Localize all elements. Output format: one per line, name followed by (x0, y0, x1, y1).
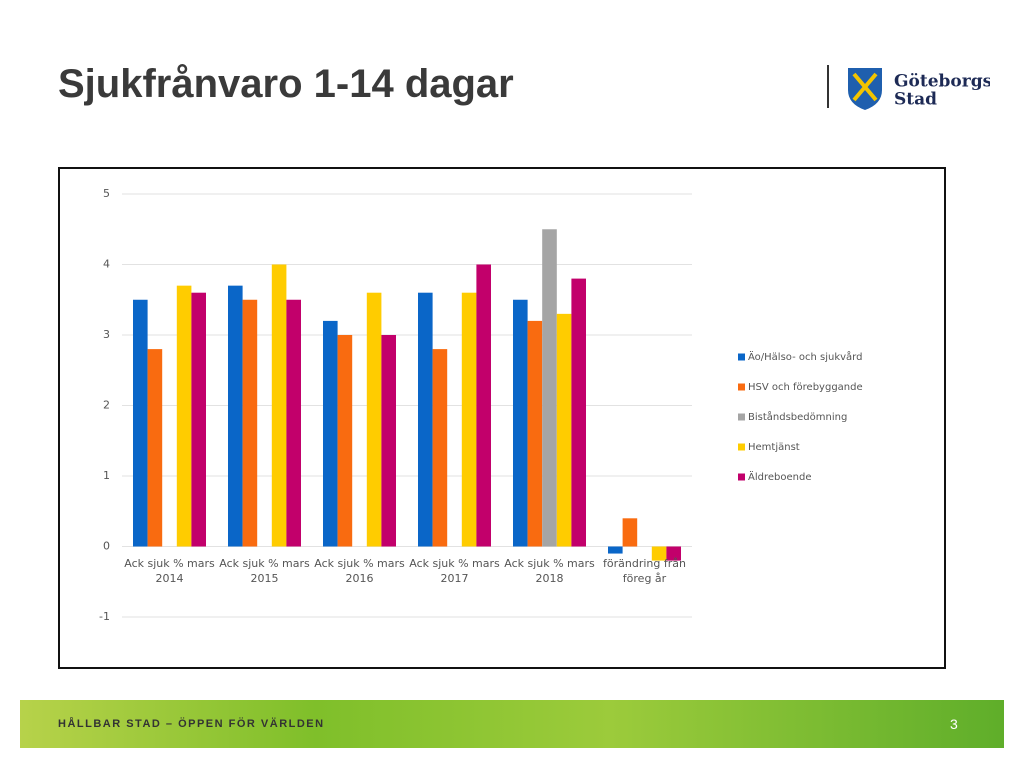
chart: -1 0 1 2 3 4 5 Äo/Hälso- och sjukvård HSV och fö… (99, 187, 863, 623)
logo-text: Stad (894, 90, 937, 110)
footer: HÅLLBAR STAD – ÖPPEN FÖR VÄRLDEN 3 (20, 700, 1004, 748)
legend-label: Hemtjänst (748, 442, 800, 453)
chart-frame: -1 0 1 2 3 4 5 Äo/Hälso- och sjukvård HSV och fö… (58, 167, 946, 669)
bar (242, 299, 258, 547)
bar (461, 292, 477, 547)
y-tick-label: 2 (103, 399, 110, 412)
legend-label: Biståndsbedömning (748, 410, 847, 423)
legend-swatch (738, 383, 745, 391)
y-tick-label: 0 (103, 540, 110, 553)
y-tick-label: -1 (99, 610, 110, 623)
bar (323, 320, 338, 547)
bar (337, 335, 353, 547)
bar (366, 292, 382, 547)
legend-swatch (738, 413, 745, 421)
bar (513, 299, 528, 547)
bar (608, 546, 623, 554)
bar (556, 313, 572, 547)
legend-swatch (738, 443, 745, 451)
logo-crest-detail (852, 72, 878, 102)
y-tick-label: 4 (103, 258, 110, 271)
bar (228, 285, 243, 547)
x-tick-label: Ack sjuk % mars 2018 (504, 556, 595, 585)
x-tick-label: Ack sjuk % mars 2015 (219, 556, 310, 585)
bar (527, 320, 543, 547)
legend-swatch (738, 473, 745, 481)
bar (651, 546, 667, 561)
legend-label: Äldreboende (748, 470, 811, 483)
y-tick-label: 5 (103, 187, 110, 200)
x-tick-label: Ack sjuk % mars 2014 (124, 556, 215, 585)
legend-label: HSV och förebyggande (748, 382, 863, 393)
footer-text: HÅLLBAR STAD – ÖPPEN FÖR VÄRLDEN (58, 718, 325, 730)
slide-title: Sjukfrånvaro 1-14 dagar (58, 62, 514, 106)
legend-label: Äo/Hälso- och sjukvård (748, 350, 862, 363)
bar (147, 349, 163, 547)
bar (271, 264, 287, 547)
bar (542, 229, 557, 547)
x-tick-label: Ack sjuk % mars 2016 (314, 556, 405, 585)
y-tick-label: 1 (103, 469, 110, 482)
bar (191, 292, 206, 547)
page-number: 3 (950, 716, 958, 732)
legend-swatch (738, 353, 745, 361)
bar (286, 299, 301, 547)
bar (432, 349, 448, 547)
bar (381, 335, 396, 547)
bar (476, 264, 491, 547)
bar (666, 546, 681, 561)
bar (622, 518, 638, 547)
bar (133, 299, 148, 547)
bar (176, 285, 192, 547)
logo: Göteborgs Stad (827, 65, 990, 110)
bar (418, 292, 433, 547)
logo-text: Göteborgs (894, 72, 990, 92)
y-tick-label: 3 (103, 328, 110, 341)
x-tick-label: förändring från föreg år (603, 556, 686, 585)
x-tick-label: Ack sjuk % mars 2017 (409, 556, 500, 585)
bar (571, 278, 586, 547)
